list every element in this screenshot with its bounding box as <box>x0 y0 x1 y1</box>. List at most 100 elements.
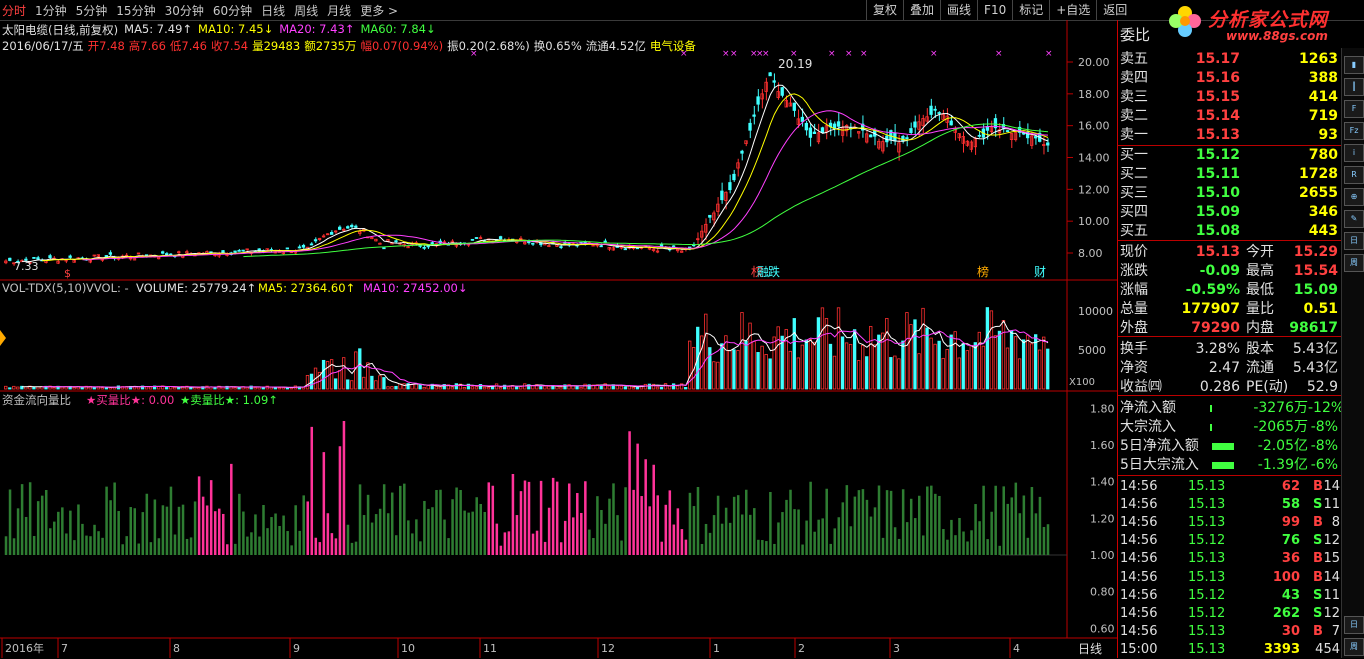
event-label-die[interactable]: 跌 <box>768 264 780 279</box>
candle-body <box>861 123 865 131</box>
sidebar-day-label[interactable]: 日 <box>1344 616 1364 634</box>
tool-button-1[interactable]: 叠加 <box>903 0 940 20</box>
bar-change: 幅0.07(0.94%) <box>360 39 444 53</box>
period-tab-5[interactable]: 60分钟 <box>212 4 253 18</box>
candle-body <box>430 242 434 245</box>
volume-bar <box>772 336 776 390</box>
volume-bar <box>877 334 881 390</box>
candle-body <box>136 252 141 255</box>
tool-button-5[interactable]: +自选 <box>1049 0 1096 20</box>
panel-toggle-icon[interactable] <box>0 330 6 346</box>
period-label: 日线 <box>1078 642 1102 656</box>
volume-bar <box>583 383 587 390</box>
candle-body <box>72 259 76 263</box>
candle-body <box>651 248 656 251</box>
volume-bar <box>498 387 503 390</box>
tool-button-4[interactable]: 标记 <box>1012 0 1049 20</box>
volume-bar <box>756 352 760 390</box>
x-tick-label: 8 <box>173 642 180 655</box>
tick-row-0-volume: 62 <box>1281 479 1300 494</box>
quote-panel: 委比 卖五 15.17 1263 卖四 15.16 388 卖三 15.15 414 卖二 15.1… <box>1117 20 1344 658</box>
quote-row-3-label: 总量 <box>1120 301 1148 317</box>
event-label-cai[interactable]: 财 <box>1034 265 1046 279</box>
period-tab-4[interactable]: 30分钟 <box>164 4 204 18</box>
period-tab-7[interactable]: 周线 <box>294 4 319 18</box>
period-tab-9[interactable]: 更多 > <box>360 4 399 18</box>
period-tab-8[interactable]: 月线 <box>327 4 352 18</box>
chart-icon[interactable]: ▮ <box>1344 56 1364 74</box>
x-tick-label: 2016年 <box>5 641 44 655</box>
candle-body <box>784 99 788 108</box>
quote-row-0-value2: 15.29 <box>1293 244 1338 260</box>
event-label-rong[interactable]: 融 <box>757 265 769 279</box>
volume-bar <box>861 344 865 390</box>
ma60-line <box>243 123 1049 258</box>
tick-row-2-volume: 99 <box>1281 515 1300 531</box>
ask-row-4-volume: 93 <box>1318 127 1338 143</box>
quote-row-4-value: 79290 <box>1191 320 1240 336</box>
week-icon[interactable]: 周 <box>1344 254 1364 272</box>
volume-bar <box>362 376 366 390</box>
rsi-icon[interactable]: R <box>1344 166 1364 184</box>
logo-title: 分析家公式网 <box>1208 9 1329 31</box>
tool-button-3[interactable]: F10 <box>977 0 1012 20</box>
sidebar-week-label[interactable]: 周 <box>1344 638 1364 656</box>
volume-bar <box>619 385 623 390</box>
signal-marker-icon: × <box>750 49 758 59</box>
volume-bar <box>84 385 88 390</box>
candle-body <box>969 141 973 150</box>
tick-row-9-volume: 3393 <box>1263 641 1300 657</box>
volume-bar <box>519 386 523 390</box>
volume-bars <box>4 307 1050 390</box>
volume-bar <box>760 345 764 390</box>
f10-icon[interactable]: F <box>1344 100 1364 118</box>
quote-row-0-value: 15.13 <box>1195 244 1240 260</box>
period-tab-1[interactable]: 1分钟 <box>35 4 67 18</box>
tick-row-2-count: 8 <box>1331 515 1340 531</box>
period-tab-3[interactable]: 15分钟 <box>116 4 156 18</box>
volume-bar <box>1025 334 1030 390</box>
event-label-quan[interactable]: 权 <box>751 265 763 279</box>
signal-marker-icon: × <box>756 49 764 59</box>
calendar-icon[interactable]: 日 <box>1344 232 1364 250</box>
volume-bar <box>547 385 551 390</box>
tick-row-5-time: 14:56 <box>1120 569 1158 585</box>
candle-body <box>736 162 740 169</box>
period-tab-0[interactable]: 分时 <box>2 4 27 18</box>
quote-row-3-value: 177907 <box>1181 301 1240 317</box>
flow-row-3-value: -1.39亿 <box>1257 457 1308 473</box>
candle-body <box>941 113 945 120</box>
volume-bar <box>430 383 434 390</box>
bid-row-0-volume: 780 <box>1308 147 1338 163</box>
volume-bar <box>539 385 543 390</box>
chart-area[interactable]: × × × × ××× × × × × × × × 20.0018.0016.0014.0012.00… <box>0 0 1117 658</box>
candle-body <box>48 255 52 259</box>
candle-body <box>647 247 652 250</box>
fin-row-0-label2: 股本 <box>1246 341 1274 357</box>
volume-bar <box>563 384 567 390</box>
volume-bar <box>486 386 491 390</box>
fiz-icon[interactable]: Fz <box>1344 122 1364 140</box>
kline-icon[interactable]: ┃ <box>1344 78 1364 96</box>
volume-bar <box>712 361 716 390</box>
zoom-icon[interactable]: ⊕ <box>1344 188 1364 206</box>
volume-bar <box>418 384 422 390</box>
volume-bar <box>901 340 905 390</box>
tool-button-6[interactable]: 返回 <box>1096 0 1133 20</box>
tick-row-4-price: 15.13 <box>1188 551 1226 567</box>
info-icon[interactable]: i <box>1344 144 1364 162</box>
ask-row-4-label: 卖一 <box>1120 127 1148 143</box>
event-label-bang[interactable]: 榜 <box>977 264 989 279</box>
period-tab-6[interactable]: 日线 <box>261 4 286 18</box>
tool-button-0[interactable]: 复权 <box>866 0 903 20</box>
tool-button-2[interactable]: 画线 <box>940 0 977 20</box>
candle-body <box>756 96 760 105</box>
period-tab-2[interactable]: 5分钟 <box>75 4 108 18</box>
volume-bar <box>32 386 36 390</box>
volume-bar <box>780 335 784 390</box>
tick-row-6-count: 11 <box>1323 587 1340 603</box>
volume-bar <box>36 386 40 390</box>
quote-row-1-value2: 15.54 <box>1293 263 1338 279</box>
pen-icon[interactable]: ✎ <box>1344 210 1364 228</box>
volume-bar <box>4 385 8 390</box>
